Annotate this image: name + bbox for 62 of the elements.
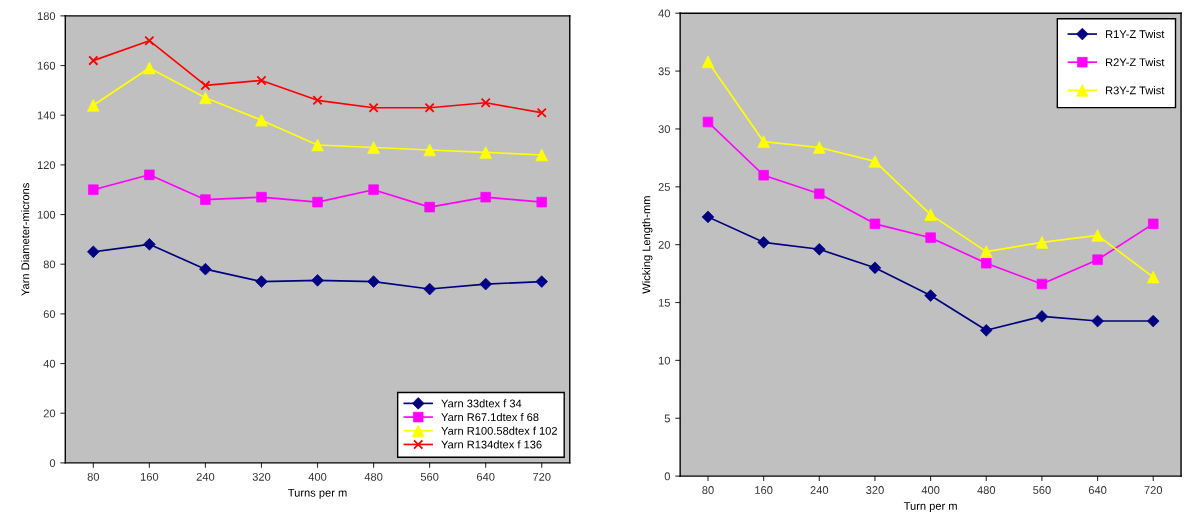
x-tick-label: 80 (87, 472, 100, 481)
point (312, 95, 323, 106)
point (981, 257, 992, 269)
x-tick-label: 240 (196, 472, 215, 481)
point (480, 97, 491, 108)
point (256, 75, 267, 86)
x-tick-label: 720 (1144, 486, 1163, 494)
y-tick-label: 5 (664, 414, 670, 423)
x-tick-label: 80 (702, 486, 714, 494)
x-tick-label: 400 (308, 472, 327, 481)
x-tick-label: 240 (810, 486, 829, 494)
y-tick-label: 160 (37, 61, 56, 70)
y-tick-label: 40 (43, 359, 56, 368)
y-axis-title: Wicking Length-mm (642, 196, 653, 294)
point (702, 116, 714, 128)
x-tick-label: 480 (364, 472, 383, 481)
y-tick-label: 0 (664, 472, 670, 481)
x-tick-label: 640 (1088, 486, 1107, 494)
y-tick-label: 40 (658, 9, 670, 18)
x-tick-label: 160 (140, 472, 159, 481)
y-tick-label: 15 (658, 298, 670, 307)
x-axis-title: Turn per m (903, 502, 957, 513)
point (88, 55, 99, 66)
y-tick-label: 60 (43, 310, 56, 319)
legend-label: Yarn 33dtex f 34 (441, 399, 522, 408)
point (144, 35, 155, 46)
x-tick-label: 160 (755, 486, 773, 494)
x-tick-label: 320 (252, 472, 271, 481)
y-tick-label: 30 (658, 125, 670, 134)
x-tick-label: 640 (476, 472, 495, 481)
point (814, 188, 825, 199)
legend-label: R3Y-Z Twist (1106, 86, 1165, 95)
legend-label: Yarn R134dtex f 136 (441, 440, 542, 449)
x-axis-title: Turns per m (288, 488, 347, 499)
y-tick-label: 20 (658, 240, 670, 249)
x-tick-label: 560 (420, 472, 439, 481)
y-tick-label: 180 (37, 12, 56, 21)
y-tick-label: 35 (658, 67, 670, 76)
y-tick-label: 25 (658, 183, 670, 191)
point (368, 102, 379, 113)
point (424, 102, 435, 113)
y-tick-label: 20 (43, 409, 56, 418)
legend-label: R2Y-Z Twist (1106, 58, 1165, 67)
point (536, 107, 547, 118)
legend-label: Yarn R67.1dtex f 68 (441, 412, 539, 422)
x-tick-label: 480 (977, 486, 996, 494)
legend-label: R1Y-Z Twist (1106, 29, 1165, 39)
y-tick-label: 100 (37, 210, 56, 219)
y-tick-label: 0 (49, 459, 56, 468)
y-tick-label: 140 (37, 111, 56, 120)
y-tick-label: 80 (43, 260, 56, 269)
y-tick-label: 120 (37, 161, 56, 170)
x-tick-label: 400 (921, 486, 940, 494)
x-tick-label: 560 (1033, 486, 1051, 494)
point (200, 80, 211, 91)
x-tick-label: 720 (533, 472, 551, 481)
legend-label: Yarn R100.58dtex f 102 (441, 426, 557, 435)
point (536, 196, 547, 208)
y-tick-label: 10 (658, 356, 670, 365)
y-axis-title: Yarn Diameter-microns (21, 183, 30, 296)
point (88, 184, 99, 195)
x-tick-label: 320 (866, 486, 884, 494)
